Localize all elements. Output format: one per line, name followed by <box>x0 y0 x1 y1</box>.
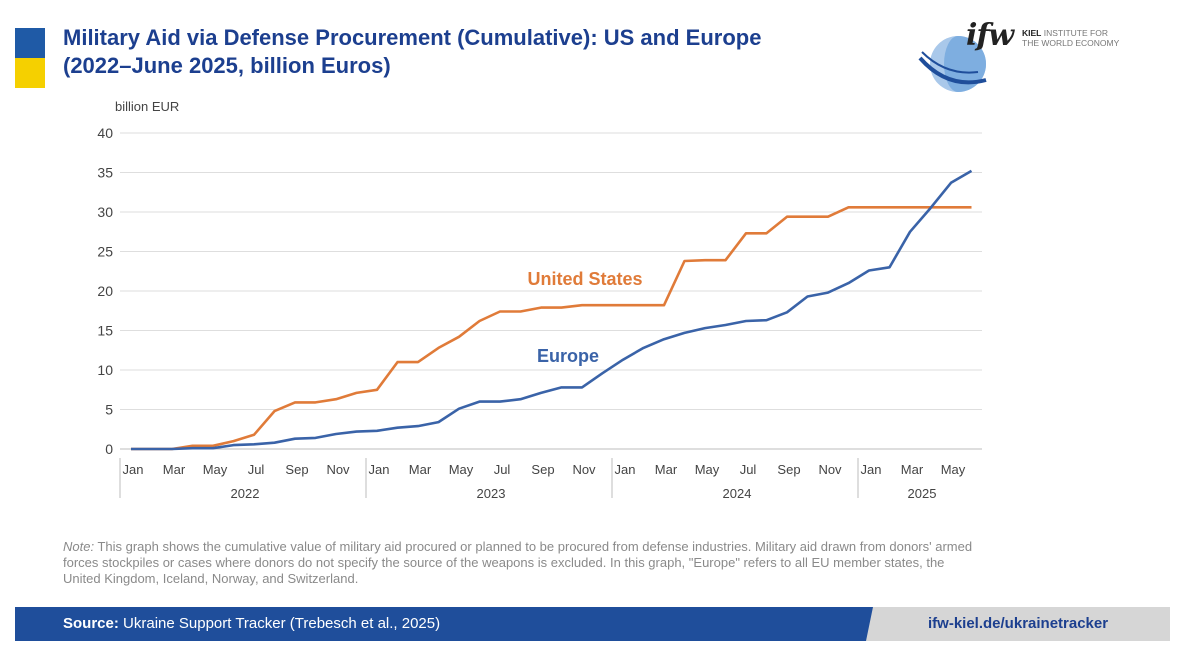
series-label-europe: Europe <box>537 346 599 366</box>
logo-name-rest: INSTITUTE FOR <box>1043 28 1108 38</box>
x-tick-label: Sep <box>531 462 554 477</box>
year-label: 2024 <box>723 486 752 501</box>
year-label: 2022 <box>231 486 260 501</box>
source-text: Ukraine Support Tracker (Trebesch et al.… <box>118 615 441 632</box>
x-tick-label: Mar <box>655 462 678 477</box>
x-tick-label: Sep <box>285 462 308 477</box>
footer-bar <box>15 607 873 641</box>
note-text: This graph shows the cumulative value of… <box>63 539 973 586</box>
logo-name-line2: THE WORLD ECONOMY <box>1022 38 1120 48</box>
ifw-logo: ifw KIEL INSTITUTE FOR THE WORLD ECONOMY <box>918 18 1138 98</box>
x-tick-label: Jan <box>861 462 882 477</box>
series-line-us <box>131 206 972 451</box>
x-tick-label: Jul <box>248 462 265 477</box>
y-tick-label: 0 <box>105 441 113 457</box>
footer-source: Source: Ukraine Support Tracker (Trebesc… <box>63 615 440 632</box>
x-tick-label: Nov <box>818 462 842 477</box>
x-tick-label: Sep <box>777 462 800 477</box>
x-tick-label: Jan <box>123 462 144 477</box>
y-tick-label: 25 <box>97 244 113 260</box>
y-tick-label: 20 <box>97 283 113 299</box>
footer-url-bar <box>866 607 1170 641</box>
y-tick-label: 5 <box>105 402 113 418</box>
ukraine-flag-blue <box>15 28 45 58</box>
x-tick-label: Jan <box>369 462 390 477</box>
x-tick-label: Jul <box>740 462 757 477</box>
ukraine-flag-yellow <box>15 58 45 88</box>
note-label: Note: <box>63 539 95 554</box>
x-tick-label: May <box>449 462 474 477</box>
chart-note: Note: This graph shows the cumulative va… <box>63 539 983 587</box>
x-tick-label: Mar <box>409 462 432 477</box>
logo-mark: ifw <box>966 18 1014 53</box>
title-line-2: (2022–June 2025, billion Euros) <box>63 53 391 78</box>
logo-name-bold: KIEL <box>1022 28 1042 38</box>
footer-url-link[interactable]: ifw-kiel.de/ukrainetracker <box>928 615 1109 632</box>
globe-icon <box>918 36 987 92</box>
chart-title: Military Aid via Defense Procurement (Cu… <box>63 24 863 80</box>
y-axis-label: billion EUR <box>115 99 179 114</box>
x-tick-label: Nov <box>326 462 350 477</box>
series-label-us: United States <box>527 269 642 289</box>
logo-text: KIEL INSTITUTE FOR THE WORLD ECONOMY <box>1022 28 1119 48</box>
y-tick-label: 10 <box>97 362 113 378</box>
x-tick-label: May <box>695 462 720 477</box>
y-tick-label: 40 <box>97 125 113 141</box>
y-tick-label: 30 <box>97 204 113 220</box>
source-label: Source: <box>63 615 119 632</box>
x-tick-label: May <box>941 462 966 477</box>
x-tick-label: Mar <box>901 462 924 477</box>
x-tick-label: Nov <box>572 462 596 477</box>
series-line-europe <box>131 169 973 451</box>
year-label: 2025 <box>908 486 937 501</box>
x-tick-label: May <box>203 462 228 477</box>
y-tick-label: 35 <box>97 165 113 181</box>
year-label: 2023 <box>477 486 506 501</box>
y-tick-label: 15 <box>97 323 113 339</box>
x-tick-label: Mar <box>163 462 186 477</box>
title-line-1: Military Aid via Defense Procurement (Cu… <box>63 25 762 50</box>
x-tick-label: Jan <box>615 462 636 477</box>
x-tick-label: Jul <box>494 462 511 477</box>
